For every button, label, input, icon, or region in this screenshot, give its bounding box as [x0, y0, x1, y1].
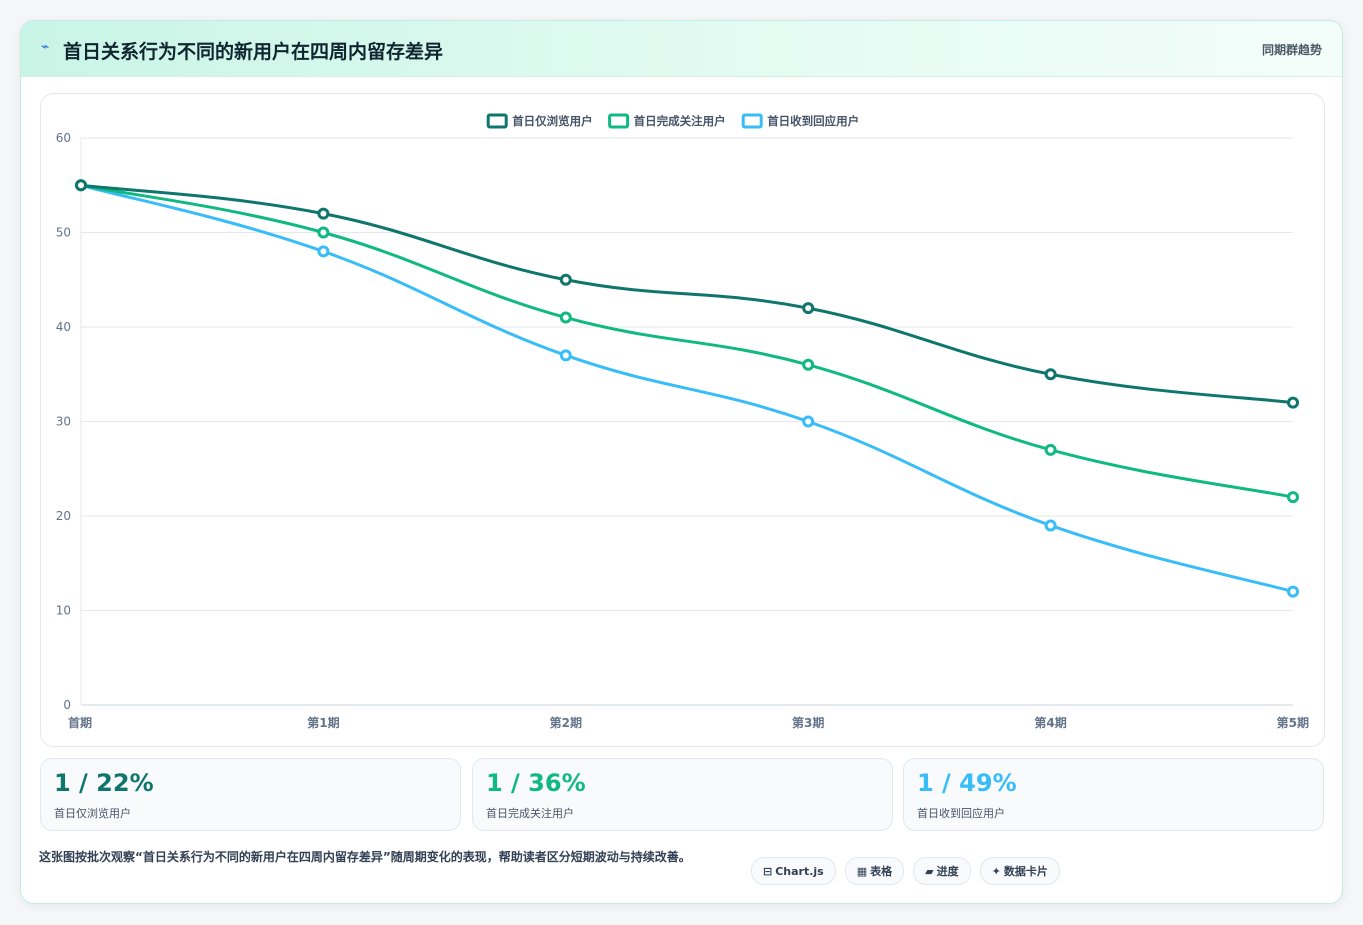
- x-tick-label: 第1期: [307, 715, 339, 730]
- card-title: 首日关系行为不同的新用户在四周内留存差异: [63, 41, 444, 63]
- data-point: [75, 179, 87, 192]
- legend-label: 首日仅浏览用户: [512, 114, 593, 128]
- x-tick-label: 第4期: [1034, 715, 1066, 730]
- x-tick-label: 第3期: [792, 715, 824, 730]
- y-tick-label: 10: [56, 604, 71, 618]
- line-chart: 0 10 20 30 40 50 60 首期 第1期 第2期 第3期 第4期 第5期 首日仅浏览用户 首日完…: [56, 113, 1309, 730]
- card-subtitle: 同期群趋势: [1261, 43, 1322, 57]
- legend-label: 首日收到回应用户: [767, 114, 859, 128]
- y-tick-label: 20: [56, 509, 71, 523]
- stat-card-follow: 1 / 36% 首日完成关注用户: [472, 758, 893, 831]
- data-point: [1044, 519, 1057, 532]
- chart-container: 0 10 20 30 40 50 60 首期 第1期 第2期 第3期 第4期 第5期 首日仅浏览用户 首日完…: [40, 93, 1325, 747]
- tag-label: 数据卡片: [1003, 865, 1048, 878]
- y-tick-label: 30: [56, 415, 71, 429]
- data-point: [317, 207, 330, 220]
- stat-card-browse: 1 / 22% 首日仅浏览用户: [40, 758, 461, 831]
- series-line: [80, 183, 1294, 499]
- trend-icon: ⌁: [41, 39, 50, 55]
- legend-swatch: [741, 113, 763, 129]
- data-point: [317, 245, 330, 258]
- x-tick-label: 第2期: [550, 715, 582, 730]
- data-point: [802, 358, 815, 371]
- x-tick-label: 首期: [68, 715, 92, 730]
- legend-swatch: [486, 113, 508, 129]
- data-point: [317, 226, 330, 239]
- data-point: [1287, 585, 1299, 598]
- chart-description: 这张图按批次观察“首日关系行为不同的新用户在四周内留存差异”随周期变化的表现，帮…: [39, 850, 691, 864]
- tag-data-card[interactable]: ✦ 数据卡片: [979, 857, 1060, 885]
- tag-label: 表格: [870, 865, 893, 878]
- x-tick-label: 第5期: [1277, 715, 1309, 730]
- data-point: [1287, 491, 1299, 504]
- series-line: [80, 183, 1294, 405]
- tag-label: Chart.js: [775, 864, 824, 878]
- data-point: [559, 311, 572, 324]
- stat-value: 1 / 22%: [54, 769, 154, 797]
- tag-table[interactable]: ▦ 表格: [844, 857, 905, 885]
- stat-value: 1 / 49%: [917, 769, 1017, 797]
- chart-card: ⌁ 首日关系行为不同的新用户在四周内留存差异 同期群趋势 0 10 20 30 40 50…: [20, 20, 1343, 904]
- stat-card-response: 1 / 49% 首日收到回应用户: [903, 758, 1324, 831]
- data-point: [559, 273, 572, 286]
- data-point: [802, 302, 815, 315]
- data-point: [1044, 443, 1057, 456]
- y-tick-label: 40: [56, 320, 71, 334]
- stat-label: 首日收到回应用户: [917, 807, 1005, 820]
- data-point: [1287, 396, 1299, 409]
- legend-label: 首日完成关注用户: [634, 114, 726, 128]
- stat-label: 首日完成关注用户: [486, 807, 574, 820]
- series-line: [80, 183, 1294, 594]
- tag-label: 进度: [936, 865, 959, 878]
- y-tick-label: 50: [56, 226, 71, 240]
- y-tick-label: 0: [63, 698, 71, 712]
- tag-chartjs[interactable]: ⊟ Chart.js: [751, 857, 836, 885]
- legend-swatch: [608, 113, 630, 129]
- tag-list: ⊟ Chart.js ▦ 表格 ▰ 进度 ✦ 数据卡片: [751, 857, 1060, 885]
- data-point: [1044, 368, 1057, 381]
- progress-icon: ▰: [925, 864, 934, 878]
- tag-progress[interactable]: ▰ 进度: [913, 857, 971, 885]
- stat-value: 1 / 36%: [486, 769, 586, 797]
- chart-icon: ⊟: [763, 864, 773, 878]
- card-header: ⌁ 首日关系行为不同的新用户在四周内留存差异 同期群趋势: [21, 21, 1342, 77]
- table-icon: ▦: [856, 864, 868, 878]
- data-point: [802, 415, 815, 428]
- data-point: [559, 349, 572, 362]
- stat-label: 首日仅浏览用户: [54, 807, 131, 820]
- y-tick-label: 60: [56, 131, 71, 145]
- sparkle-icon: ✦: [991, 864, 1001, 878]
